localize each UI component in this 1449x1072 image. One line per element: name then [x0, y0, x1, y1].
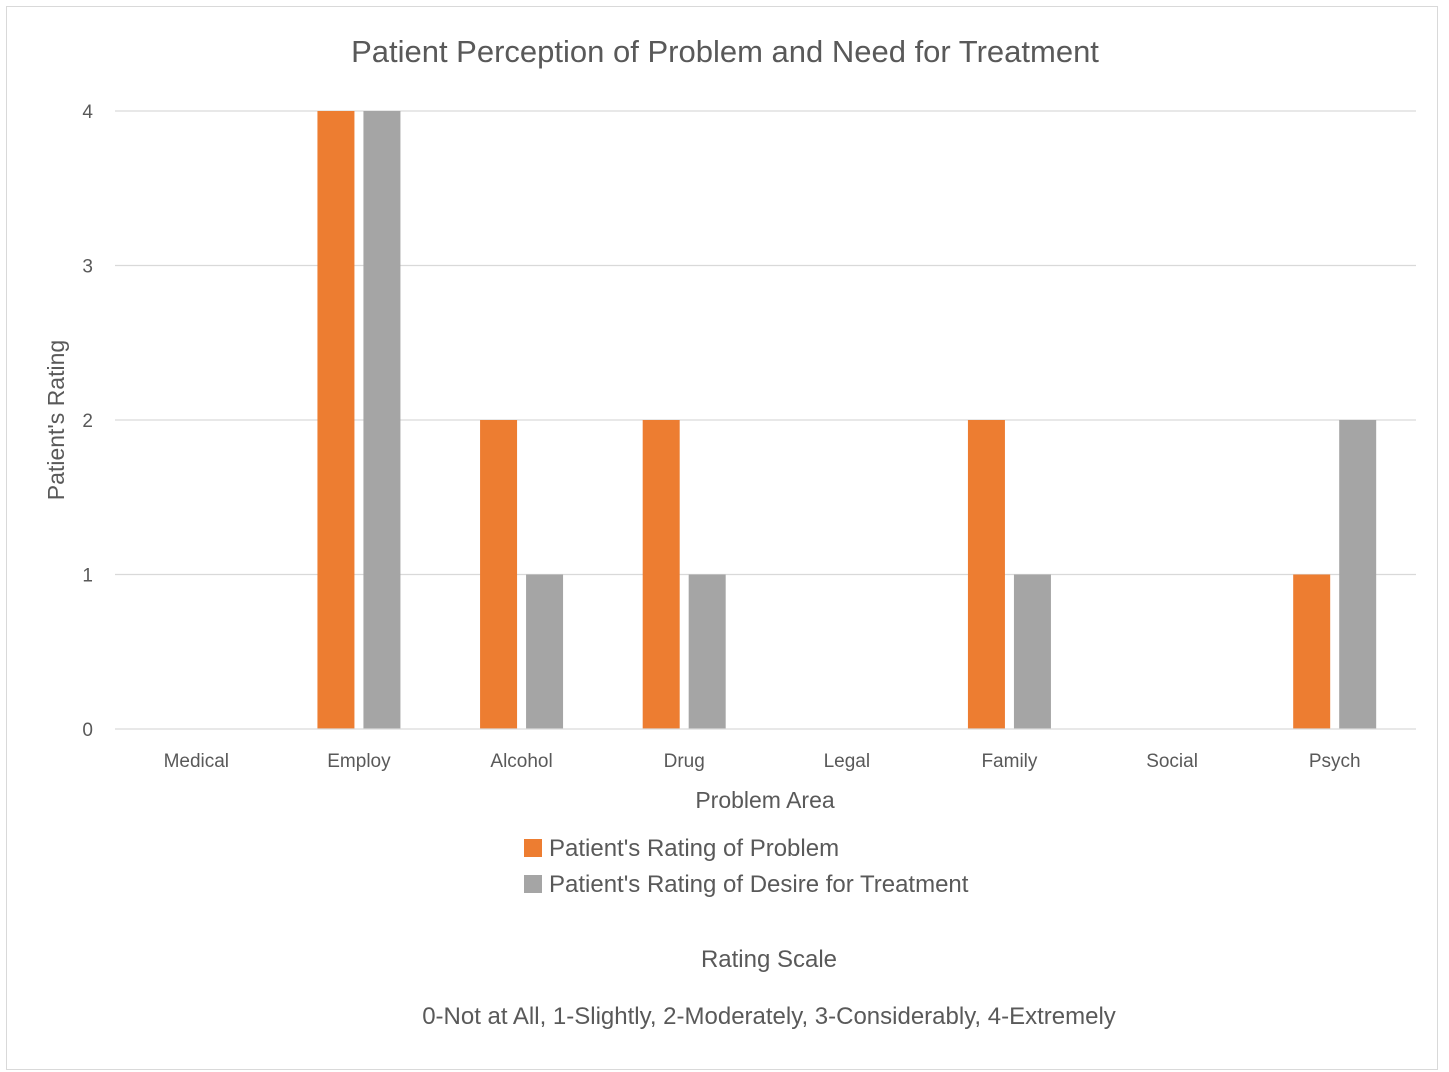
bar-psych-series-2	[1339, 420, 1377, 729]
x-tick-label: Social	[1146, 751, 1198, 772]
bars	[317, 111, 1377, 729]
legend-swatch	[524, 839, 542, 857]
bar-family-series-2	[1013, 574, 1051, 729]
x-tick-label: Family	[981, 751, 1037, 772]
x-tick-label: Psych	[1309, 751, 1361, 772]
y-tick-label: 4	[82, 102, 93, 123]
y-axis-ticks: 0 1 2 3 4	[82, 102, 93, 741]
chart-frame	[6, 6, 1438, 1070]
x-axis-title: Problem Area	[695, 787, 835, 813]
rating-scale-heading: Rating Scale	[701, 946, 837, 973]
x-tick-label: Alcohol	[490, 751, 552, 772]
legend-label: Patient's Rating of Problem	[549, 835, 839, 862]
bar-drug-series-2	[688, 574, 726, 729]
x-tick-label: Employ	[327, 751, 391, 772]
legend: Patient's Rating of Problem Patient's Rat…	[524, 835, 969, 898]
y-tick-label: 3	[82, 257, 93, 278]
bar-drug-series-1	[642, 420, 680, 729]
y-tick-label: 2	[82, 411, 93, 432]
rating-scale-text: 0-Not at All, 1-Slightly, 2-Moderately, …	[422, 1003, 1116, 1030]
y-axis-title: Patient's Rating	[43, 340, 69, 500]
bar-alcohol-series-1	[480, 420, 518, 729]
legend-swatch	[524, 875, 542, 893]
bar-alcohol-series-2	[526, 574, 564, 729]
x-axis-ticks: Medical Employ Alcohol Drug Legal Family Socia…	[164, 751, 1361, 772]
y-tick-label: 1	[82, 566, 93, 587]
chart-title: Patient Perception of Problem and Need f…	[351, 34, 1099, 69]
bar-employ-series-2	[363, 111, 401, 729]
x-tick-label: Medical	[164, 751, 229, 772]
bar-family-series-1	[967, 420, 1005, 729]
gridlines	[115, 110, 1416, 576]
bar-employ-series-1	[317, 111, 355, 729]
x-tick-label: Legal	[824, 751, 871, 772]
x-tick-label: Drug	[664, 751, 705, 772]
legend-label: Patient's Rating of Desire for Treatment	[549, 871, 969, 898]
y-tick-label: 0	[82, 720, 93, 741]
bar-psych-series-1	[1293, 574, 1331, 729]
